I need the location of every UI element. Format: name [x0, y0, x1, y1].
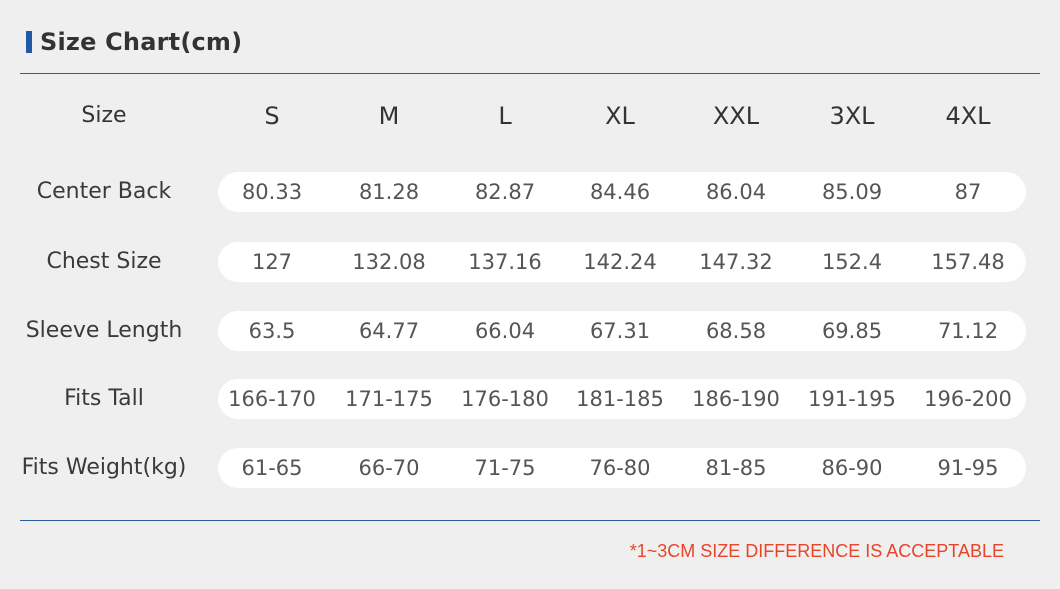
table-row-fits-weight: Fits Weight(kg) 61-65 66-70 71-75 76-80 … [0, 448, 1060, 488]
table-row-center-back: Center Back 80.33 81.28 82.87 84.46 86.0… [0, 172, 1060, 212]
page-title: Size Chart(cm) [40, 28, 243, 56]
table-cell: 84.46 [589, 180, 651, 204]
table-cell: 82.87 [474, 180, 536, 204]
table-cell: 76-80 [589, 456, 651, 480]
table-row-chest-size: Chest Size 127 132.08 137.16 142.24 147.… [0, 242, 1060, 282]
row-value-pill [218, 379, 1026, 419]
table-cell: 147.32 [699, 250, 773, 274]
size-header-l: L [498, 102, 512, 130]
size-header-label: Size [81, 103, 127, 128]
table-cell: 132.08 [352, 250, 426, 274]
size-header-m: M [378, 102, 400, 130]
table-row-sleeve-length: Sleeve Length 63.5 64.77 66.04 67.31 68.… [0, 311, 1060, 351]
table-cell: 87 [954, 180, 982, 204]
top-divider [20, 73, 1040, 74]
bottom-divider [20, 520, 1040, 521]
size-header-3xl: 3XL [829, 102, 875, 130]
table-cell: 66-70 [358, 456, 420, 480]
table-cell: 86.04 [705, 180, 767, 204]
size-difference-note: *1~3CM SIZE DIFFERENCE IS ACCEPTABLE [629, 541, 1004, 561]
row-label: Fits Tall [64, 386, 144, 411]
table-cell: 85.09 [821, 180, 883, 204]
table-cell: 68.58 [705, 319, 767, 343]
row-label: Fits Weight(kg) [21, 455, 187, 480]
table-cell: 196-200 [924, 387, 1012, 411]
table-cell: 86-90 [821, 456, 883, 480]
table-row-fits-tall: Fits Tall 166-170 171-175 176-180 181-18… [0, 379, 1060, 419]
title-accent-bar [26, 31, 32, 53]
table-cell: 67.31 [589, 319, 651, 343]
table-cell: 176-180 [461, 387, 549, 411]
size-header-xxl: XXL [712, 102, 760, 130]
table-cell: 66.04 [474, 319, 536, 343]
table-cell: 186-190 [692, 387, 780, 411]
size-header-row: Size S M L XL XXL 3XL 4XL [0, 96, 1060, 136]
table-cell: 166-170 [228, 387, 316, 411]
table-cell: 71-75 [474, 456, 536, 480]
row-label: Center Back [36, 179, 172, 204]
table-cell: 171-175 [345, 387, 433, 411]
table-cell: 157.48 [931, 250, 1005, 274]
table-cell: 71.12 [937, 319, 999, 343]
row-label: Sleeve Length [25, 318, 183, 343]
row-label: Chest Size [46, 249, 162, 274]
size-header-4xl: 4XL [945, 102, 991, 130]
row-value-pill [218, 242, 1026, 282]
table-cell: 81-85 [705, 456, 767, 480]
table-cell: 64.77 [358, 319, 420, 343]
table-cell: 69.85 [821, 319, 883, 343]
table-cell: 81.28 [358, 180, 420, 204]
table-cell: 181-185 [576, 387, 664, 411]
table-cell: 63.5 [248, 319, 296, 343]
table-cell: 80.33 [241, 180, 303, 204]
table-cell: 137.16 [468, 250, 542, 274]
table-cell: 127 [251, 250, 293, 274]
table-cell: 91-95 [937, 456, 999, 480]
row-value-pill [218, 448, 1026, 488]
table-cell: 191-195 [808, 387, 896, 411]
table-cell: 142.24 [583, 250, 657, 274]
row-value-pill [218, 172, 1026, 212]
row-value-pill [218, 311, 1026, 351]
size-header-s: S [264, 102, 280, 130]
size-header-xl: XL [605, 102, 635, 130]
table-cell: 152.4 [821, 250, 883, 274]
table-cell: 61-65 [241, 456, 303, 480]
